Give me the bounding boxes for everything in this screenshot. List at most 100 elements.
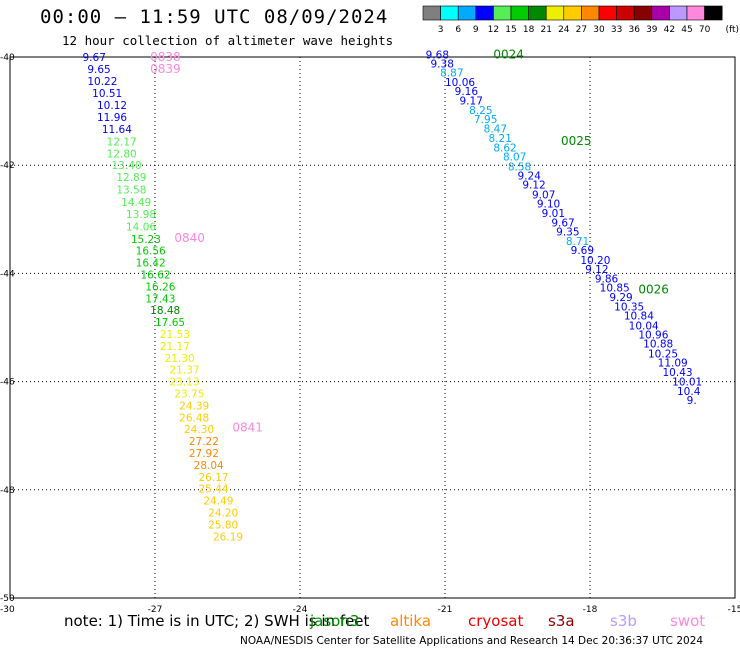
- chart-title: 00:00 – 11:59 UTC 08/09/2024: [40, 6, 389, 28]
- x-tick-label: -27: [148, 605, 163, 615]
- wave-height-label: 9.12: [585, 264, 608, 276]
- wave-height-label: 27.22: [189, 436, 219, 448]
- wave-height-label: 21.30: [165, 353, 195, 365]
- wave-height-label: 10.12: [97, 100, 127, 112]
- wave-height-label: 11.64: [102, 124, 132, 136]
- satellite-legend-item: s3a: [548, 612, 575, 630]
- color-scale-tick: 3: [438, 25, 444, 35]
- satellite-legend-item: cryosat: [468, 612, 524, 630]
- wave-height-label: 28.04: [194, 460, 224, 472]
- wave-height-label: 9.01: [542, 208, 565, 220]
- wave-height-label: 9.: [687, 395, 697, 407]
- wave-height-label: 9.17: [460, 95, 483, 107]
- wave-height-label: 8.25: [469, 105, 492, 117]
- wave-height-label: 12.17: [107, 136, 137, 148]
- wave-height-label: 10.01: [672, 377, 702, 389]
- wave-height-label: 9.35: [556, 227, 579, 239]
- color-scale-legend: 3 6 9 12 15 18 21 24 27 30 33 36 39 42 45 70 (ft): [422, 5, 739, 35]
- wave-height-label: 21.17: [160, 341, 190, 353]
- y-tick-label: -44: [0, 269, 15, 279]
- wave-height-label: 9.67: [83, 52, 106, 64]
- x-tick-label: -30: [0, 605, 15, 615]
- wave-height-label: 9.65: [87, 64, 110, 76]
- wave-height-label: 24.49: [203, 496, 233, 508]
- footnote: note: 1) Time is in UTC; 2) SWH is in fe…: [64, 612, 370, 630]
- color-scale-tick: 42: [664, 25, 675, 35]
- pass-time-label: 0840: [174, 231, 205, 245]
- wave-height-label: 8.58: [508, 161, 531, 173]
- wave-height-label: 26.19: [213, 531, 243, 543]
- wave-height-label: 11.09: [658, 358, 688, 370]
- y-tick-label: -46: [0, 378, 15, 388]
- wave-height-label: 9.24: [518, 170, 542, 182]
- wave-height-label: 24.20: [208, 508, 238, 520]
- wave-height-label: 10.25: [648, 348, 678, 360]
- wave-height-label: 12.80: [107, 148, 137, 160]
- color-scale-tick: 33: [611, 25, 622, 35]
- wave-height-label: 9.68: [426, 49, 449, 61]
- wave-height-label: 27.92: [189, 448, 219, 460]
- pass-time-label: 0025: [561, 134, 592, 148]
- color-scale-tick: 21: [540, 25, 551, 35]
- wave-height-label: 9.67: [551, 218, 574, 230]
- wave-height-label: 21.37: [170, 365, 200, 377]
- wave-height-label: 10.4: [677, 386, 701, 398]
- y-tick-label: -48: [0, 486, 15, 496]
- wave-height-label: 8.87: [440, 68, 463, 80]
- wave-height-label: 10.51: [92, 88, 122, 100]
- wave-height-label: 8.62: [493, 142, 516, 154]
- wave-height-label: 16.42: [136, 258, 166, 270]
- wave-height-label: 10.06: [445, 77, 475, 89]
- wave-height-label: 10.88: [643, 339, 673, 351]
- color-scale-tick: 15: [505, 25, 516, 35]
- plot-frame: [9, 56, 736, 599]
- color-scale-tick: 24: [558, 25, 570, 35]
- color-scale-unit: (ft): [725, 25, 739, 35]
- color-scale-tick: 6: [455, 25, 461, 35]
- pass-time-label: 0026: [638, 283, 669, 297]
- color-scale-tick: 18: [523, 25, 535, 35]
- wave-height-label: 7.95: [474, 114, 497, 126]
- wave-height-label: 10.84: [624, 311, 654, 323]
- y-tick-label: -50: [0, 594, 15, 604]
- wave-height-label: 8.47: [484, 123, 507, 135]
- wave-height-label: 9.29: [609, 292, 632, 304]
- wave-height-label: 23.75: [174, 389, 204, 401]
- pass-time-label: 0838: [150, 50, 181, 64]
- wave-height-label: 10.96: [638, 330, 668, 342]
- wave-height-label: 25.44: [199, 484, 229, 496]
- wave-height-label: 13.40: [112, 160, 142, 172]
- wave-height-label: 10.20: [580, 255, 610, 267]
- color-scale-tick: 9: [473, 25, 479, 35]
- wave-height-label: 17.65: [155, 317, 185, 329]
- wave-height-label: 25.80: [208, 519, 238, 531]
- y-tick-label: -40: [0, 53, 15, 63]
- wave-height-label: 8.07: [503, 152, 526, 164]
- wave-height-label: 9.86: [595, 273, 619, 285]
- color-scale-tick: 30: [593, 25, 605, 35]
- y-tick-label: -42: [0, 161, 15, 171]
- credit-line: NOAA/NESDIS Center for Satellite Applica…: [240, 635, 704, 647]
- satellite-legend-item: altika: [390, 612, 432, 630]
- wave-height-label: 16.62: [141, 269, 171, 281]
- wave-height-label: 11.96: [97, 112, 127, 124]
- pass-time-label: 0839: [150, 62, 181, 76]
- wave-height-label: 21.53: [160, 329, 190, 341]
- wave-height-label: 8.21: [489, 133, 512, 145]
- satellite-legend-item: s3b: [610, 612, 637, 630]
- wave-height-label: 23.13: [170, 377, 200, 389]
- chart-subtitle: 12 hour collection of altimeter wave hei…: [62, 33, 394, 48]
- wave-height-label: 26.17: [199, 472, 229, 484]
- wave-height-label: 9.10: [537, 199, 560, 211]
- wave-height-label: 24.30: [184, 424, 214, 436]
- satellite-legend-item: swot: [670, 612, 706, 630]
- wave-height-label: 10.35: [614, 301, 644, 313]
- wave-height-label: 12.89: [116, 172, 146, 184]
- wave-height-label: 15.23: [131, 234, 161, 246]
- color-scale-tick: 45: [681, 25, 692, 35]
- satellite-legend-item: jason3: [310, 612, 360, 630]
- wave-height-label: 9.12: [522, 180, 545, 192]
- wave-height-label: 8.71: [566, 236, 589, 248]
- wave-height-label: 10.22: [87, 76, 117, 88]
